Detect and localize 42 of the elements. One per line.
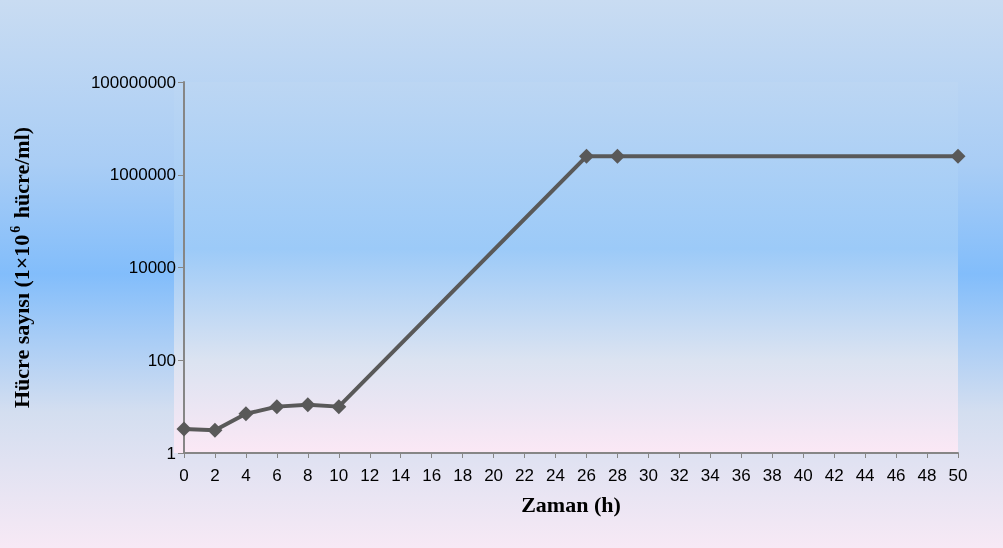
y-tick-label: 100000000 — [90, 72, 176, 92]
point — [238, 406, 254, 422]
x-tick-label: 2 — [210, 466, 220, 485]
y-axis-title: Hücre sayısı (1×106 hücre/ml) — [7, 126, 34, 409]
x-tick-label: 6 — [272, 466, 282, 485]
point — [578, 148, 594, 164]
x-tick-label: 8 — [303, 466, 313, 485]
x-tick-label: 36 — [731, 466, 751, 485]
x-tick-label: 46 — [886, 466, 906, 485]
x-tick-label: 50 — [948, 466, 968, 485]
x-tick-label: 10 — [329, 466, 349, 485]
y-tick-label: 10000 — [128, 258, 176, 277]
x-tick-label: 4 — [241, 466, 251, 485]
x-tick-label: 20 — [484, 466, 504, 485]
x-tick-label: 44 — [855, 466, 875, 485]
x-tick-label: 12 — [360, 466, 380, 485]
point — [269, 399, 285, 415]
x-tick-label: 0 — [179, 466, 189, 485]
point — [331, 399, 347, 415]
x-tick-label: 32 — [669, 466, 689, 485]
x-tick-label: 34 — [700, 466, 720, 485]
y-tick-label: 100 — [147, 350, 176, 370]
x-tick-label: 22 — [515, 466, 535, 485]
point — [207, 422, 223, 438]
point — [950, 148, 966, 164]
point — [609, 148, 625, 164]
point — [176, 421, 192, 437]
x-tick-label: 24 — [546, 466, 565, 485]
x-tick-label: 40 — [793, 466, 813, 485]
x-axis-title: Zaman (h) — [521, 491, 621, 517]
x-tick-label: 38 — [762, 466, 782, 485]
x-tick-label: 18 — [453, 466, 473, 485]
x-tick-label: 26 — [577, 466, 596, 485]
x-tick-label: 42 — [824, 466, 844, 485]
x-tick-label: 16 — [422, 466, 442, 485]
x-tick-label: 30 — [638, 466, 658, 485]
point — [300, 397, 316, 413]
x-tick-label: 14 — [391, 466, 411, 485]
y-tick-label: 1000000 — [109, 165, 176, 185]
y-tick-label: 1 — [166, 443, 176, 463]
x-tick-label: 48 — [917, 466, 937, 485]
x-tick-label: 28 — [607, 466, 627, 485]
